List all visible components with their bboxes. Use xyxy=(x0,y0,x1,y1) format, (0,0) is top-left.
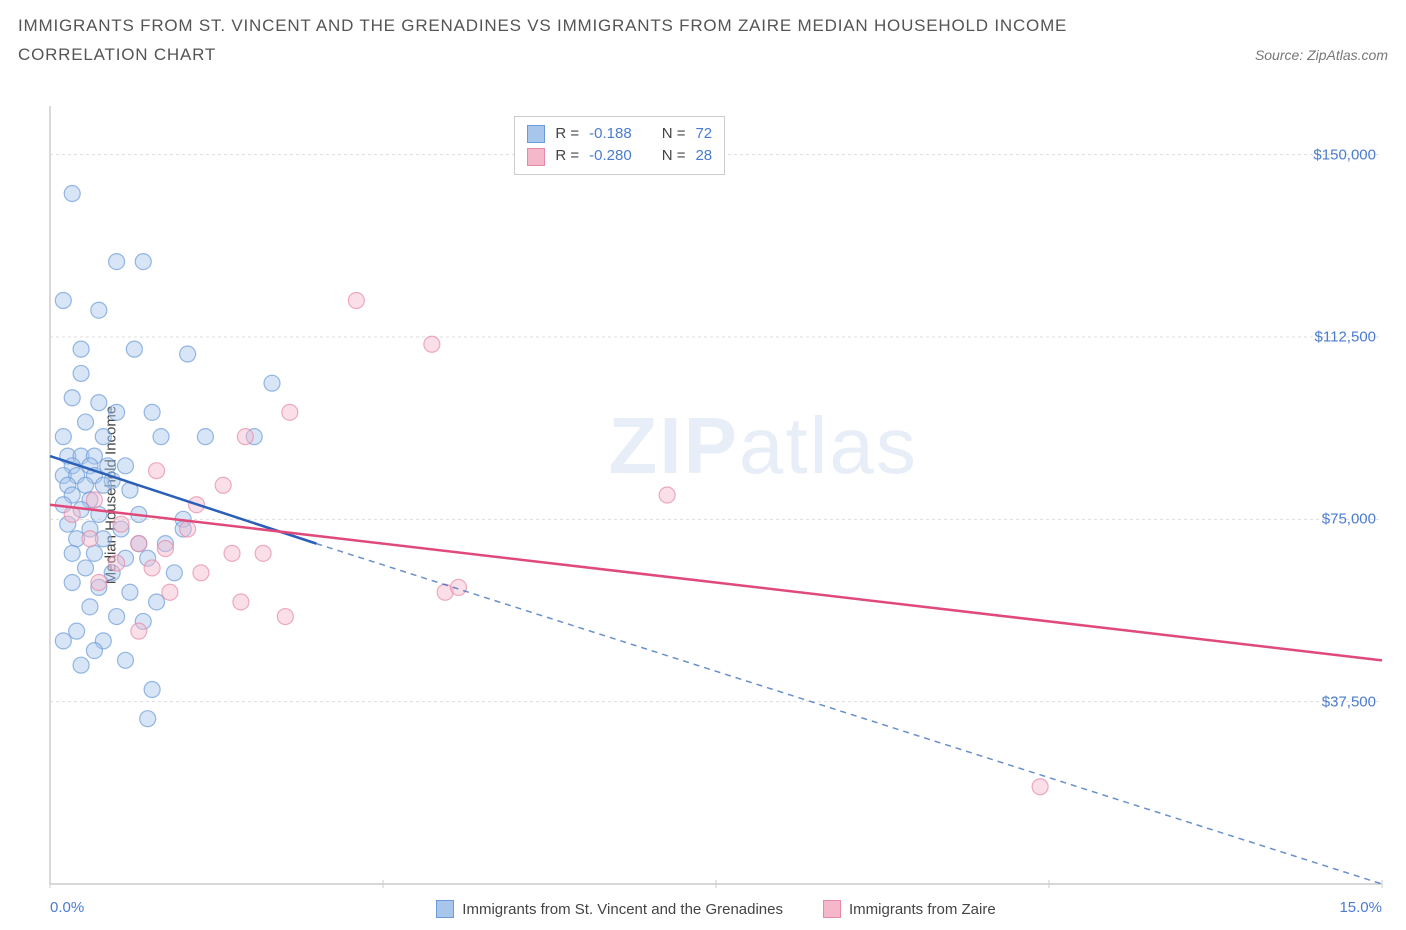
series-swatch xyxy=(527,148,545,166)
y-tick-label: $75,000 xyxy=(1322,511,1376,528)
legend-swatch xyxy=(823,900,841,918)
legend-bottom: Immigrants from St. Vincent and the Gren… xyxy=(44,900,1388,918)
legend-label: Immigrants from St. Vincent and the Gren… xyxy=(462,901,783,918)
subtitle-row: CORRELATION CHART Source: ZipAtlas.com xyxy=(18,45,1388,65)
n-label: N = xyxy=(662,123,686,146)
r-value: -0.280 xyxy=(589,145,632,168)
chart-header: IMMIGRANTS FROM ST. VINCENT AND THE GREN… xyxy=(0,0,1406,65)
stats-row: R = -0.188 N = 72 xyxy=(527,123,712,146)
correlation-stats-box: R = -0.188 N = 72 R = -0.280 N = 28 xyxy=(514,116,725,175)
y-tick-label: $112,500 xyxy=(1315,328,1376,345)
series-swatch xyxy=(527,125,545,143)
y-tick-label: $37,500 xyxy=(1322,693,1376,710)
y-tick-label: $150,000 xyxy=(1313,146,1376,163)
legend-swatch xyxy=(436,900,454,918)
r-label: R = xyxy=(555,123,579,146)
n-label: N = xyxy=(662,145,686,168)
n-value: 72 xyxy=(695,123,712,146)
x-tick-label: 0.0% xyxy=(50,899,84,916)
chart-area: Median Household Income ZIPatlas R = -0.… xyxy=(44,100,1388,890)
source-attribution: Source: ZipAtlas.com xyxy=(1255,47,1388,63)
legend-label: Immigrants from Zaire xyxy=(849,901,996,918)
r-value: -0.188 xyxy=(589,123,632,146)
source-name: ZipAtlas.com xyxy=(1307,47,1388,63)
legend-item: Immigrants from Zaire xyxy=(823,900,996,918)
r-label: R = xyxy=(555,145,579,168)
n-value: 28 xyxy=(695,145,712,168)
scatter-plot xyxy=(44,100,1388,890)
x-tick-label: 15.0% xyxy=(1339,899,1382,916)
chart-title: IMMIGRANTS FROM ST. VINCENT AND THE GREN… xyxy=(18,12,1388,39)
source-label: Source: xyxy=(1255,47,1307,63)
stats-row: R = -0.280 N = 28 xyxy=(527,145,712,168)
legend-item: Immigrants from St. Vincent and the Gren… xyxy=(436,900,783,918)
chart-subtitle: CORRELATION CHART xyxy=(18,45,216,65)
